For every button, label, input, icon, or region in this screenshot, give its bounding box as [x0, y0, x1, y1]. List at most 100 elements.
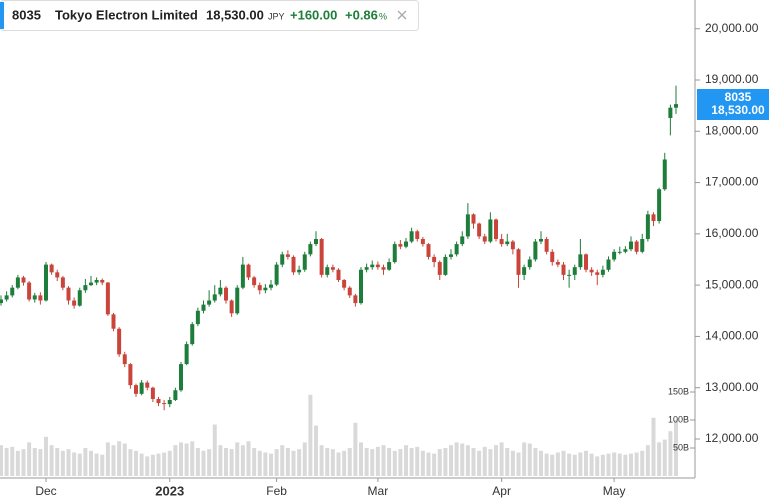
volume-bar [212, 424, 217, 476]
volume-bar [336, 452, 341, 476]
volume-bar [415, 446, 420, 476]
volume-bar [460, 443, 465, 476]
volume-bar [330, 449, 335, 476]
candle-body [471, 214, 476, 224]
volume-bar [432, 453, 437, 476]
candle-body [426, 244, 431, 257]
candle-body [27, 282, 32, 300]
volume-bar [66, 449, 71, 476]
volume-bar [201, 450, 206, 476]
candle-body [645, 214, 650, 239]
title: Tokyo Electron Limited [55, 7, 198, 22]
candle-body [454, 244, 459, 255]
volume-bar [578, 452, 583, 476]
candle-body [494, 219, 498, 239]
candle-body [156, 398, 161, 404]
candle-body [128, 364, 133, 386]
candle-body [477, 223, 482, 237]
volume-bar [314, 425, 318, 476]
candle-body [240, 264, 245, 288]
y-tick-label: 13,000.00 [705, 380, 759, 394]
candle-body [150, 387, 155, 399]
candle-body [668, 107, 673, 118]
volume-bar [662, 439, 667, 476]
volume-bar [539, 450, 543, 476]
close-icon[interactable] [397, 10, 407, 20]
price-tag-symbol: 8035 [725, 90, 752, 104]
x-tick-label: Dec [35, 484, 56, 498]
volume-bar [32, 448, 37, 476]
candle-body [100, 280, 105, 283]
volume-bar [297, 449, 302, 476]
volume-bar [488, 449, 493, 476]
percent-sign: % [379, 11, 387, 21]
candle-body [280, 254, 285, 265]
candle-body [269, 284, 273, 288]
candle-body [375, 264, 380, 268]
volume-bar [100, 454, 105, 476]
volume-bar [375, 446, 380, 476]
candle-body [60, 277, 65, 288]
volume-bar [179, 442, 183, 476]
candle-body [139, 382, 144, 394]
candle-body [235, 287, 240, 314]
volume-bar [308, 394, 313, 476]
candle-body [533, 241, 538, 260]
candle-body [4, 295, 9, 300]
volume-bar [600, 454, 605, 476]
candle-body [66, 287, 71, 301]
candle-body [578, 254, 583, 268]
candle-body [539, 238, 543, 242]
volume-bar [105, 442, 110, 476]
candle-body [32, 295, 37, 300]
volume-bar [527, 443, 532, 476]
x-tick-label: 2023 [155, 483, 184, 498]
volume-bar [364, 448, 369, 476]
y2-tick-label: 50B [673, 442, 689, 452]
candle-body [347, 287, 352, 296]
candle-body [505, 241, 510, 245]
candle-body [589, 269, 594, 273]
volume-bar [325, 448, 330, 476]
candle-body [600, 269, 605, 275]
volume-bar [145, 456, 150, 476]
y-tick-label: 12,000.00 [705, 431, 759, 445]
candle-body [330, 267, 335, 270]
volume-bar [550, 454, 555, 476]
candle-body [364, 267, 369, 270]
volume-bar [645, 445, 650, 476]
candle-body [291, 256, 296, 273]
volume-bar [235, 442, 240, 476]
symbol: 8035 [12, 7, 41, 22]
price-tag-value: 18,530.00 [711, 103, 765, 117]
candle-body [359, 269, 363, 304]
volume-bar [122, 443, 127, 476]
candle-body [584, 254, 588, 270]
candle-body [640, 238, 645, 252]
volume-bar [544, 453, 549, 476]
candle-body [634, 241, 639, 252]
candle-body [674, 104, 678, 108]
candle-body [72, 300, 77, 306]
candle-body [387, 262, 392, 270]
candle-body [398, 244, 403, 247]
candle-body [488, 219, 493, 242]
x-tick-label: Feb [266, 484, 287, 498]
volume-bar [629, 453, 633, 476]
volume-bar [150, 454, 155, 476]
volume-bar [561, 450, 566, 476]
candle-body [629, 241, 633, 250]
candle-body [212, 294, 217, 301]
y-tick-label: 16,000.00 [705, 226, 759, 240]
candle-body [122, 354, 127, 365]
candle-body [544, 238, 549, 252]
candle-body [201, 304, 206, 311]
volume-bar [572, 454, 577, 476]
candle-body [353, 295, 358, 304]
candle-body [595, 272, 600, 275]
volume-bar [162, 452, 167, 476]
volume-bar [38, 449, 43, 476]
candle-body [662, 159, 667, 190]
volume-bar [359, 442, 363, 476]
